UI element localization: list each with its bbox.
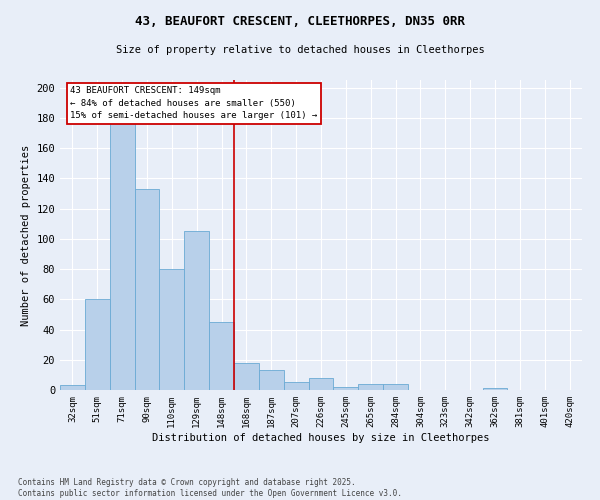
Bar (160, 269, 184, 390)
Text: 43 BEAUFORT CRESCENT: 149sqm
← 84% of detached houses are smaller (550)
15% of s: 43 BEAUFORT CRESCENT: 149sqm ← 84% of de… (70, 86, 317, 120)
Bar (383, 384, 408, 390)
Text: 43, BEAUFORT CRESCENT, CLEETHORPES, DN35 0RR: 43, BEAUFORT CRESCENT, CLEETHORPES, DN35… (135, 15, 465, 28)
Bar (85, 300, 110, 390)
Bar (209, 322, 234, 390)
Y-axis label: Number of detached properties: Number of detached properties (21, 144, 31, 326)
X-axis label: Distribution of detached houses by size in Cleethorpes: Distribution of detached houses by size … (152, 432, 490, 442)
Bar (284, 382, 308, 390)
Bar (234, 363, 259, 390)
Bar (134, 189, 160, 390)
Bar (259, 370, 284, 390)
Bar (308, 378, 334, 390)
Bar (110, 102, 134, 390)
Bar (60, 386, 85, 390)
Text: Contains HM Land Registry data © Crown copyright and database right 2025.
Contai: Contains HM Land Registry data © Crown c… (18, 478, 402, 498)
Bar (358, 384, 383, 390)
Bar (482, 388, 508, 390)
Bar (334, 387, 358, 390)
Bar (184, 231, 209, 390)
Text: Size of property relative to detached houses in Cleethorpes: Size of property relative to detached ho… (116, 45, 484, 55)
